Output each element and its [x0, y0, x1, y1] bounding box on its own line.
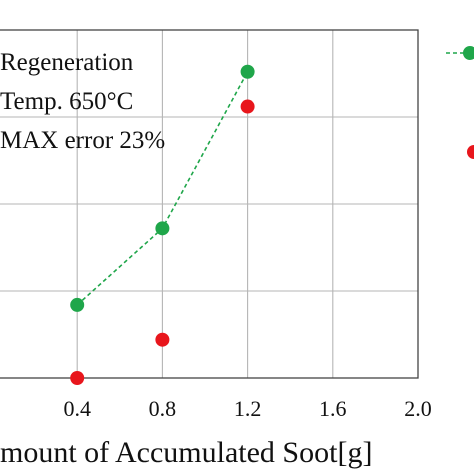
legend-marker-green: [463, 46, 474, 60]
x-tick-label: 0.8: [149, 396, 177, 421]
legend: [446, 46, 474, 159]
series-layer: [70, 64, 255, 385]
annotation-regeneration: Regeneration: [0, 49, 134, 76]
x-tick-label: 2.0: [404, 396, 432, 421]
grid-lines: [0, 30, 418, 378]
series-1: [70, 99, 255, 385]
x-tick-labels: 0.4 0.8 1.2 1.6 2.0: [63, 396, 431, 421]
data-point: [70, 371, 85, 385]
x-tick-label: 1.6: [319, 396, 347, 421]
annotation-max-error: MAX error 23%: [0, 127, 165, 154]
x-axis-label: mount of Accumulated Soot[g]: [0, 436, 372, 469]
data-point: [155, 332, 170, 347]
data-point: [240, 64, 255, 79]
x-tick-label: 0.4: [63, 396, 91, 421]
plot-frame: [0, 29, 419, 379]
data-point: [240, 99, 255, 114]
annotation-temperature: Temp. 650°C: [0, 88, 133, 115]
legend-marker-red: [467, 145, 474, 159]
data-point: [155, 221, 170, 236]
x-tick-label: 1.2: [234, 396, 262, 421]
series-0: [70, 64, 255, 312]
data-point: [70, 297, 85, 312]
